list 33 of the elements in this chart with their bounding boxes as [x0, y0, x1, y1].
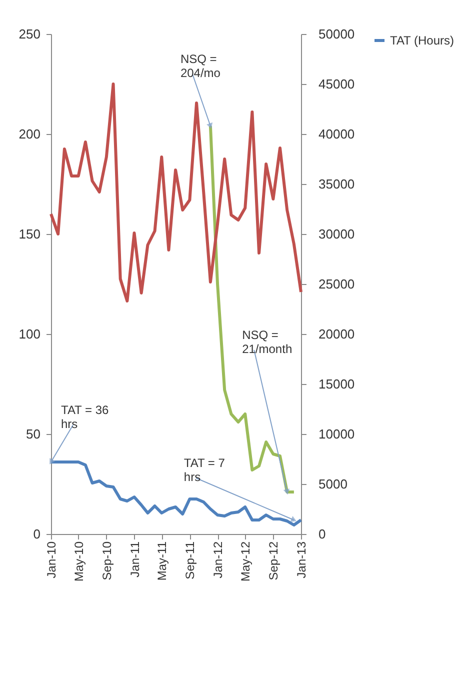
x-tick-label: May-12 — [238, 541, 253, 582]
x-tick-label: Sep-10 — [100, 541, 114, 580]
x-tick-label: Jan-13 — [294, 541, 308, 578]
y2-tick-label: 50000 — [318, 26, 355, 42]
y-tick-label: 150 — [18, 226, 40, 242]
y-tick-label: 200 — [18, 126, 40, 142]
y2-tick-label: 35000 — [318, 176, 355, 192]
y2-tick-label: 40000 — [318, 126, 355, 142]
y2-tick-label: 25000 — [318, 276, 355, 292]
x-tick-label: Jan-10 — [44, 541, 58, 578]
x-tick-label: Jan-12 — [211, 541, 226, 578]
y-tick-label: 100 — [18, 326, 40, 342]
x-tick-label: Jan-11 — [128, 541, 142, 578]
x-tick-label: May-10 — [72, 541, 86, 582]
y-tick-label: 250 — [18, 26, 40, 42]
annotation: TAT = 7 hrs — [184, 456, 226, 484]
legend-label: TAT (Hours) — [390, 34, 454, 48]
x-tick-label: May-11 — [155, 541, 170, 581]
annotation: NSQ = 204/mo — [180, 52, 221, 80]
y2-tick-label: 30000 — [318, 226, 355, 242]
y2-tick-label: 45000 — [318, 76, 355, 92]
y2-tick-label: 10000 — [318, 426, 355, 442]
y2-tick-label: 0 — [318, 526, 326, 542]
annotation: NSQ = 21/month — [242, 328, 292, 356]
y-tick-label: 50 — [26, 426, 40, 442]
y2-tick-label: 15000 — [318, 376, 355, 392]
x-tick-label: Sep-11 — [183, 541, 198, 580]
annotation: TAT = 36 hrs — [61, 403, 110, 431]
x-tick-label: Sep-12 — [266, 541, 281, 580]
y-tick-label: 0 — [33, 526, 40, 542]
y2-tick-label: 5000 — [318, 476, 348, 492]
line-series — [50, 82, 302, 302]
y2-tick-label: 20000 — [318, 326, 355, 342]
